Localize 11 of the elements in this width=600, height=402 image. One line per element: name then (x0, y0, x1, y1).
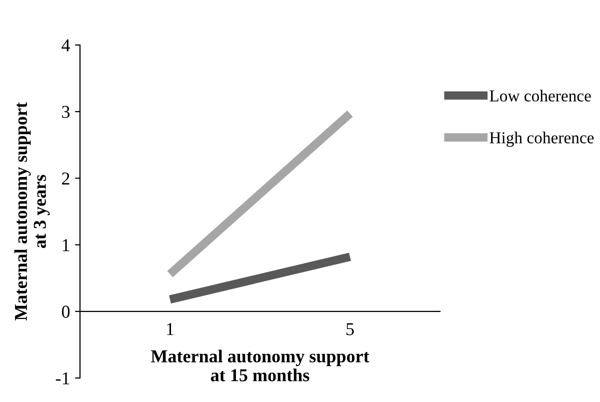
legend-label: Low coherence (490, 90, 591, 102)
y-axis-title: Maternal autonomy support at 3 years (14, 102, 50, 321)
y-tick-label: 0 (62, 306, 70, 318)
y-tick-label: 2 (62, 172, 70, 184)
y-tick-label: 4 (62, 39, 70, 52)
legend-label: High coherence (490, 132, 594, 147)
x-tick-label: 5 (346, 323, 354, 336)
x-axis-title: Maternal autonomy support at 15 months (150, 350, 370, 382)
y-tick-label: 1 (62, 239, 70, 252)
y-tick-label: 3 (62, 106, 70, 118)
y-tick-label: -1 (56, 372, 70, 384)
